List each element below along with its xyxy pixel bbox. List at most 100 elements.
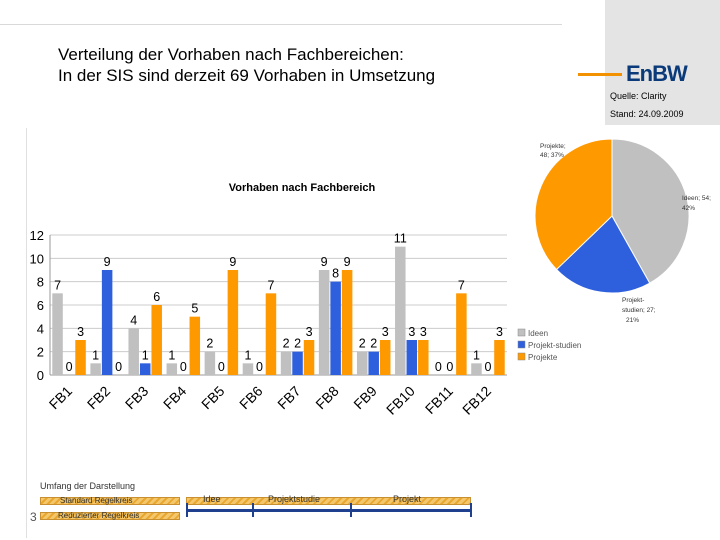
pie-label: 21% bbox=[626, 317, 639, 324]
data-label: 0 bbox=[435, 360, 442, 374]
x-tick-label: FB9 bbox=[350, 383, 380, 413]
data-label: 3 bbox=[408, 325, 415, 339]
data-label: 3 bbox=[306, 325, 313, 339]
x-tick-label: FB3 bbox=[122, 383, 152, 413]
data-label: 7 bbox=[458, 278, 465, 292]
data-label: 9 bbox=[229, 255, 236, 269]
data-label: 2 bbox=[206, 337, 213, 351]
data-label: 3 bbox=[496, 325, 503, 339]
standard-cycle-label: Standard Regelkreis bbox=[60, 496, 133, 505]
pie-label: studien; 27; bbox=[622, 307, 656, 314]
data-label: 3 bbox=[382, 325, 389, 339]
bar bbox=[75, 340, 86, 375]
bar bbox=[471, 363, 482, 375]
x-tick-label: FB4 bbox=[160, 383, 190, 413]
phase-tick-end bbox=[470, 503, 472, 517]
bar bbox=[242, 363, 254, 375]
data-label: 0 bbox=[218, 360, 225, 374]
bar bbox=[418, 340, 429, 375]
legend-label: Projekte bbox=[528, 353, 558, 362]
title-line-1: Verteilung der Vorhaben nach Fachbereich… bbox=[58, 45, 404, 64]
x-tick-label: FB6 bbox=[236, 383, 266, 413]
x-tick-label: FB2 bbox=[84, 383, 114, 413]
data-label: 9 bbox=[104, 255, 111, 269]
legend-swatch bbox=[517, 352, 526, 361]
x-tick-label: FB1 bbox=[46, 383, 76, 413]
bar bbox=[265, 293, 277, 375]
pie-label: Ideen; 54; bbox=[682, 195, 711, 202]
x-tick-label: FB11 bbox=[422, 383, 456, 417]
data-label: 1 bbox=[92, 348, 99, 362]
bar bbox=[90, 363, 101, 375]
bar bbox=[395, 246, 406, 375]
phase-tick-idee bbox=[252, 503, 254, 517]
phase-label-studie: Projektstudie bbox=[268, 494, 321, 504]
legend-swatch bbox=[517, 340, 526, 349]
y-tick-label: 8 bbox=[37, 275, 44, 290]
bar bbox=[406, 340, 418, 375]
x-tick-label: FB7 bbox=[274, 383, 304, 413]
data-label: 2 bbox=[359, 337, 366, 351]
pie-label: Projekte; bbox=[540, 143, 566, 150]
bar bbox=[292, 351, 303, 375]
data-label: 5 bbox=[191, 302, 198, 316]
chart-title: Vorhaben nach Fachbereich bbox=[229, 182, 376, 194]
data-label: 1 bbox=[244, 348, 251, 362]
data-label: 0 bbox=[115, 360, 122, 374]
bar bbox=[456, 293, 467, 375]
bar bbox=[368, 351, 379, 375]
top-divider bbox=[0, 24, 562, 25]
pie-slice bbox=[611, 138, 690, 284]
source-label: Quelle: Clarity bbox=[610, 91, 667, 101]
header-panel bbox=[605, 0, 720, 125]
y-tick-label: 6 bbox=[37, 298, 44, 313]
x-tick-label: FB8 bbox=[312, 383, 342, 413]
data-label: 2 bbox=[370, 337, 377, 351]
bar bbox=[280, 351, 292, 375]
data-label: 9 bbox=[321, 255, 328, 269]
bar bbox=[128, 328, 139, 375]
reduced-cycle-bar bbox=[40, 512, 180, 520]
title-line-2: In der SIS sind derzeit 69 Vorhaben in U… bbox=[58, 66, 436, 85]
reduced-cycle-label: Reduzierter Regelkreis bbox=[58, 511, 140, 520]
pie-slice bbox=[534, 138, 613, 271]
bar bbox=[379, 340, 391, 375]
bar bbox=[341, 270, 353, 375]
standard-cycle-bar bbox=[40, 497, 180, 505]
phase-tick-studie bbox=[350, 503, 352, 517]
y-tick-label: 4 bbox=[37, 321, 44, 336]
bar bbox=[303, 340, 315, 375]
legend-swatch bbox=[517, 328, 526, 337]
data-label: 8 bbox=[332, 267, 339, 281]
bar bbox=[139, 363, 151, 375]
phase-label-projekt: Projekt bbox=[393, 494, 422, 504]
data-label: 2 bbox=[283, 337, 290, 351]
bar bbox=[189, 316, 201, 375]
bar bbox=[227, 270, 239, 375]
enbw-logo: EnBW bbox=[626, 61, 688, 86]
data-label: 9 bbox=[344, 255, 351, 269]
legend-label: Projekt-studien bbox=[528, 341, 581, 350]
bar bbox=[204, 351, 216, 375]
data-label: 4 bbox=[130, 313, 137, 327]
x-tick-label: FB10 bbox=[383, 383, 418, 418]
bar bbox=[52, 293, 63, 375]
x-tick-label: FB12 bbox=[459, 383, 494, 418]
data-label: 1 bbox=[142, 348, 149, 362]
bar bbox=[101, 270, 113, 375]
legend-label: Ideen bbox=[528, 329, 548, 338]
phase-hatch-bar bbox=[186, 497, 471, 505]
logo-accent-line bbox=[578, 73, 622, 76]
data-label: 7 bbox=[54, 278, 61, 292]
x-tick-label: FB5 bbox=[198, 383, 228, 413]
data-label: 6 bbox=[153, 290, 160, 304]
data-label: 0 bbox=[446, 360, 453, 374]
bar bbox=[356, 351, 368, 375]
data-label: 11 bbox=[394, 232, 407, 246]
data-label: 3 bbox=[77, 325, 84, 339]
pie-label: 42% bbox=[682, 205, 695, 212]
data-label: 0 bbox=[256, 360, 263, 374]
bar bbox=[166, 363, 178, 375]
data-label: 7 bbox=[267, 278, 274, 292]
